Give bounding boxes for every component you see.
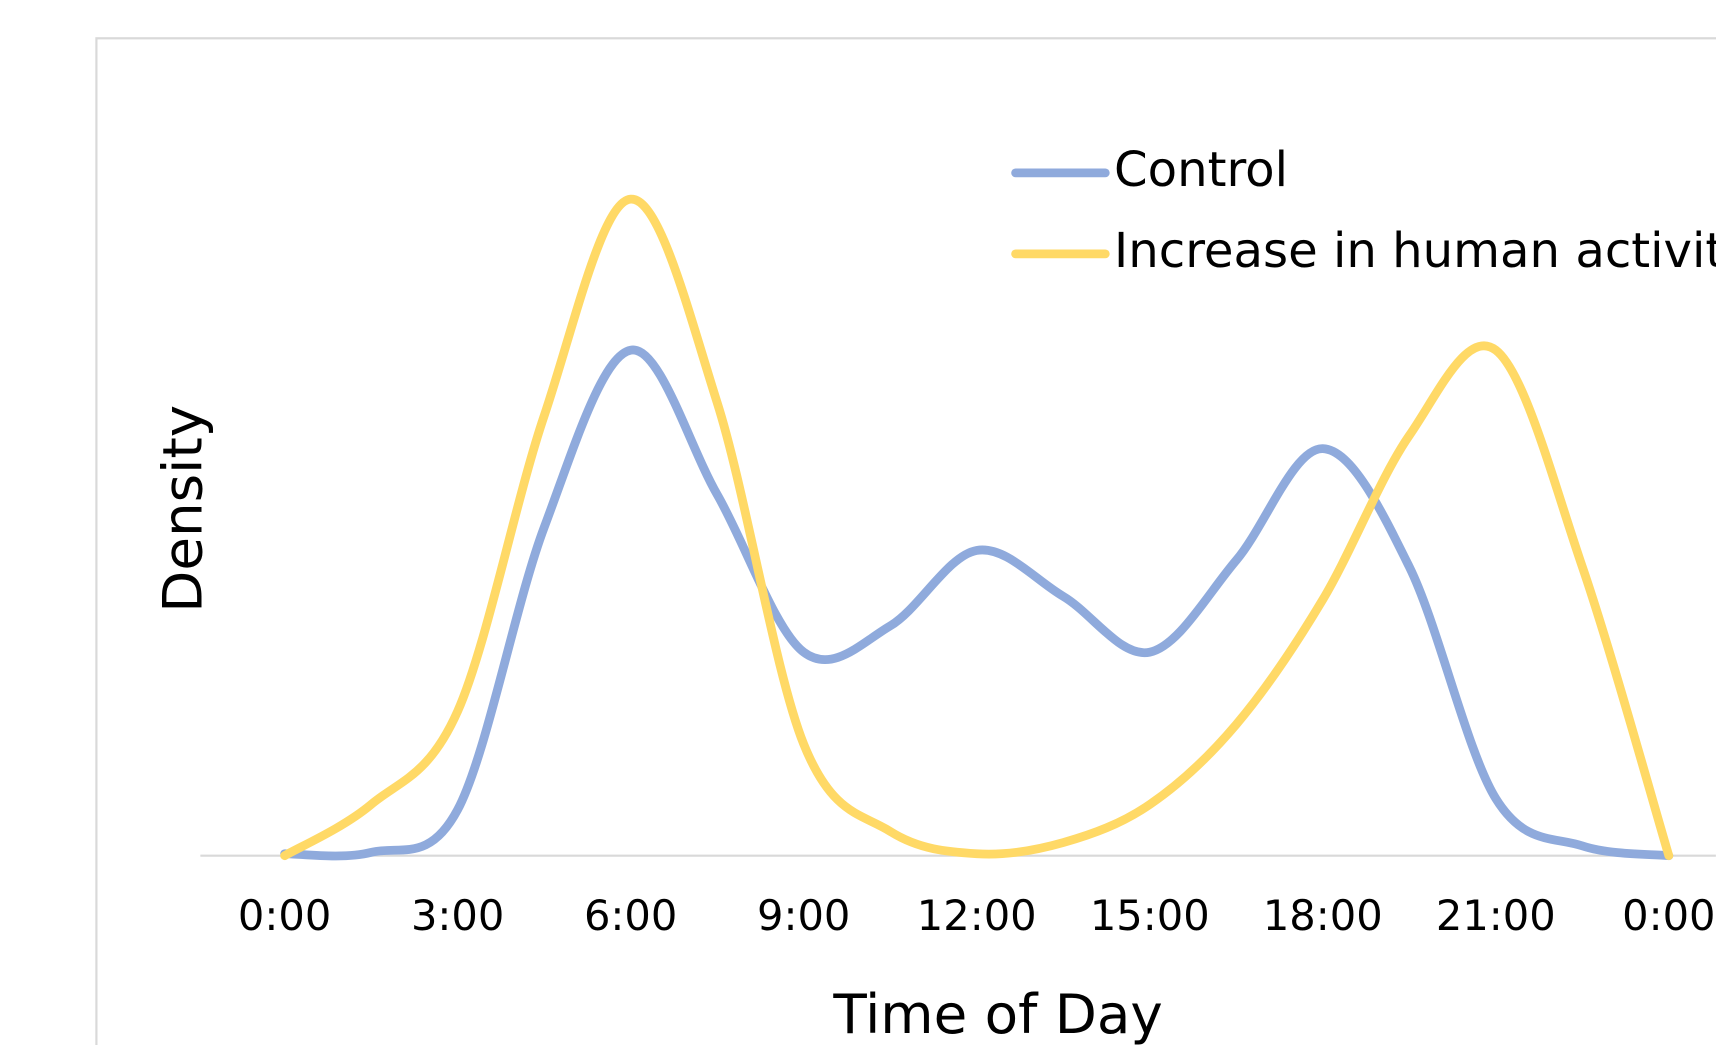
x-axis-title: Time of Day: [832, 982, 1162, 1045]
x-tick-label: 9:00: [757, 891, 850, 940]
x-tick-label: 12:00: [917, 891, 1037, 940]
x-tick-label: 3:00: [411, 891, 504, 940]
x-tick-label: 6:00: [584, 891, 677, 940]
legend-label: Control: [1114, 142, 1288, 198]
series-line: [280, 345, 1674, 861]
x-tick-label: 15:00: [1090, 891, 1210, 940]
x-tick-label: 18:00: [1263, 891, 1383, 940]
y-axis-title: Density: [150, 405, 214, 613]
chart-frame: [95, 37, 1716, 1045]
x-tick-label: 0:00: [1622, 891, 1715, 940]
legend-label: Increase in human activity: [1114, 223, 1716, 279]
x-tick-label: 21:00: [1436, 891, 1556, 940]
x-tick-label: 0:00: [238, 891, 331, 940]
series-line: [280, 194, 1674, 861]
